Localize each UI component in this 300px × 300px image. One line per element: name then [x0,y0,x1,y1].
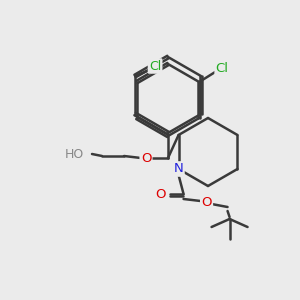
Text: N: N [174,163,183,176]
Text: Cl: Cl [149,59,161,73]
Text: O: O [155,188,166,202]
Text: O: O [141,152,151,164]
Text: O: O [201,196,212,208]
Text: Cl: Cl [216,61,229,74]
Text: HO: HO [65,148,84,160]
